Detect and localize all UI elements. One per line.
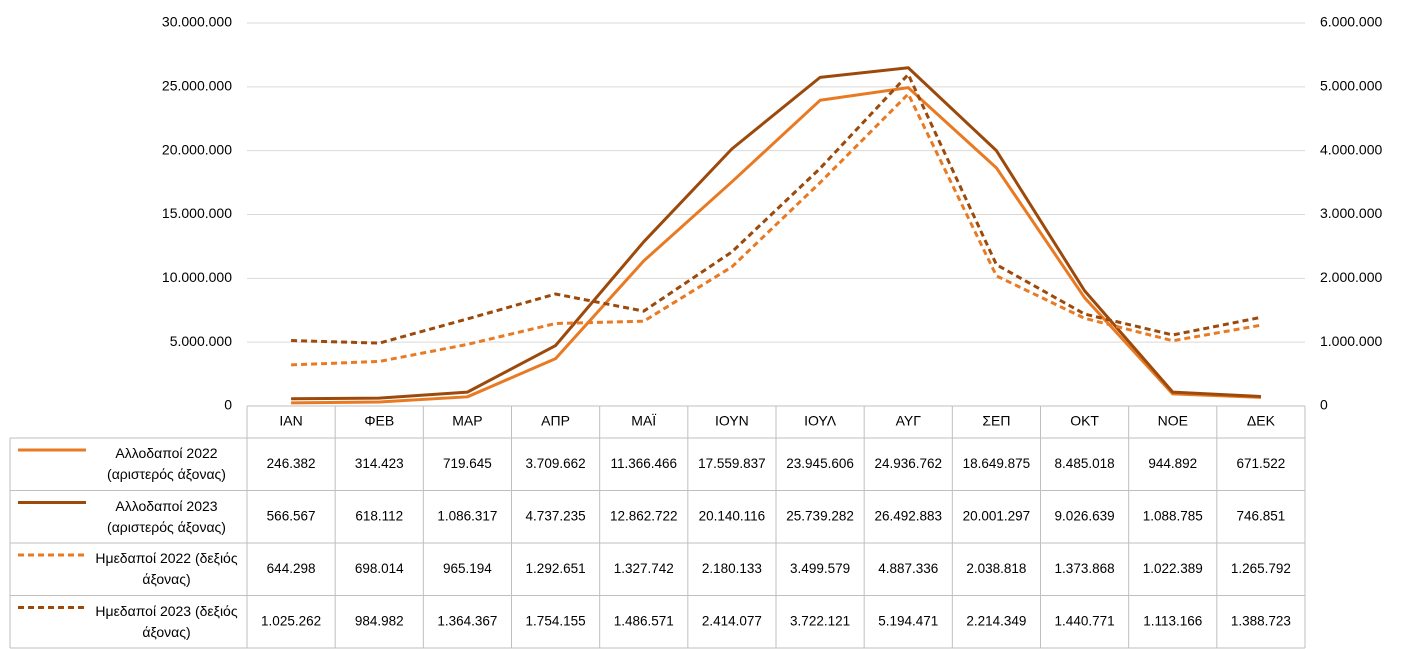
series-line xyxy=(291,72,1262,345)
table-value: 12.862.722 xyxy=(610,508,678,523)
x-tick-label: ΝΟΕ xyxy=(1158,413,1188,429)
table-value: 18.649.875 xyxy=(963,456,1031,471)
table-value: 965.194 xyxy=(443,561,492,576)
table-value: 2.038.818 xyxy=(966,561,1026,576)
legend-label-box: Ημεδαποί 2022 (δεξιός άξονας) xyxy=(95,550,238,588)
x-tick-label: ΜΑΡ xyxy=(452,413,482,429)
series-line xyxy=(291,86,1261,405)
series-line xyxy=(291,66,1261,401)
y2-tick-label: 2.000.000 xyxy=(1320,269,1382,285)
table-value: 2.214.349 xyxy=(966,613,1026,628)
table-value: 4.887.336 xyxy=(878,561,938,576)
table-value: 1.088.785 xyxy=(1143,508,1203,523)
table-value: 1.327.742 xyxy=(614,561,674,576)
table-value: 11.366.466 xyxy=(610,456,677,471)
y-tick-label: 25.000.000 xyxy=(162,78,232,94)
table-value: 2.180.133 xyxy=(702,561,762,576)
x-tick-label: ΙΑΝ xyxy=(279,413,302,429)
table-value: 246.382 xyxy=(267,456,316,471)
legend-label-box: Αλλοδαποί 2022 (αριστερός άξονας) xyxy=(107,445,226,483)
table-value: 698.014 xyxy=(355,561,404,576)
series-line xyxy=(291,92,1262,367)
y-tick-label: 10.000.000 xyxy=(162,269,232,285)
legend-label: Ημεδαποί 2022 (δεξιός άξονας) xyxy=(95,550,238,588)
y2-tick-label: 6.000.000 xyxy=(1320,14,1382,30)
table-value: 1.113.166 xyxy=(1143,613,1202,628)
table-value: 3.722.121 xyxy=(790,613,850,628)
table-value: 314.423 xyxy=(355,456,404,471)
x-tick-label: ΦΕΒ xyxy=(364,413,394,429)
legend-label-box: Αλλοδαποί 2023 (αριστερός άξονας) xyxy=(107,497,226,535)
table-value: 1.025.262 xyxy=(261,613,321,628)
y-tick-label: 15.000.000 xyxy=(162,205,232,221)
table-value: 2.414.077 xyxy=(702,613,762,628)
table-value: 1.086.317 xyxy=(437,508,497,523)
y-tick-label: 30.000.000 xyxy=(162,14,232,30)
x-tick-label: ΙΟΥΝ xyxy=(715,413,749,429)
table-value: 25.739.282 xyxy=(786,508,854,523)
table-value: 1.292.651 xyxy=(526,561,586,576)
table-value: 1.364.367 xyxy=(437,613,497,628)
y-tick-label: 0 xyxy=(224,397,232,413)
table-value: 3.709.662 xyxy=(526,456,586,471)
table-value: 3.499.579 xyxy=(790,561,850,576)
table-value: 26.492.883 xyxy=(874,508,942,523)
table-value: 23.945.606 xyxy=(786,456,854,471)
table-value: 1.440.771 xyxy=(1055,613,1115,628)
table-value: 1.486.571 xyxy=(614,613,674,628)
x-tick-label: ΜΑΪ xyxy=(631,413,656,429)
table-value: 20.140.116 xyxy=(699,508,766,523)
table-value: 984.982 xyxy=(355,613,404,628)
x-tick-label: ΑΠΡ xyxy=(541,413,570,429)
table-value: 4.737.235 xyxy=(526,508,586,523)
x-tick-label: ΑΥΓ xyxy=(896,413,922,429)
x-tick-label: ΟΚΤ xyxy=(1070,413,1099,429)
table-value: 5.194.471 xyxy=(878,613,938,628)
table-value: 1.265.792 xyxy=(1231,561,1291,576)
y2-tick-label: 4.000.000 xyxy=(1320,141,1382,157)
y-tick-label: 20.000.000 xyxy=(162,141,232,157)
table-value: 566.567 xyxy=(267,508,316,523)
table-value: 8.485.018 xyxy=(1055,456,1115,471)
table-value: 1.754.155 xyxy=(526,613,586,628)
table-value: 618.112 xyxy=(355,508,403,523)
table-value: 1.373.868 xyxy=(1055,561,1115,576)
table-value: 944.892 xyxy=(1148,456,1197,471)
y2-tick-label: 3.000.000 xyxy=(1320,205,1382,221)
y-tick-label: 5.000.000 xyxy=(170,333,232,349)
table-value: 719.645 xyxy=(443,456,492,471)
legend-label: Ημεδαποί 2023 (δεξιός άξονας) xyxy=(95,602,238,640)
table-value: 1.022.389 xyxy=(1143,561,1203,576)
table-value: 644.298 xyxy=(267,561,316,576)
legend-label: Αλλοδαποί 2022 (αριστερός άξονας) xyxy=(107,445,226,483)
table-value: 24.936.762 xyxy=(874,456,942,471)
legend-label-box: Ημεδαποί 2023 (δεξιός άξονας) xyxy=(95,602,238,640)
y2-tick-label: 5.000.000 xyxy=(1320,78,1382,94)
x-tick-label: ΣΕΠ xyxy=(982,413,1010,429)
table-value: 20.001.297 xyxy=(963,508,1031,523)
y2-tick-label: 1.000.000 xyxy=(1320,333,1382,349)
legend-label: Αλλοδαποί 2023 (αριστερός άξονας) xyxy=(107,497,226,535)
table-value: 746.851 xyxy=(1237,508,1286,523)
y2-tick-label: 0 xyxy=(1320,397,1328,413)
table-value: 9.026.639 xyxy=(1055,508,1115,523)
x-tick-label: ΙΟΥΛ xyxy=(804,413,837,429)
table-value: 17.559.837 xyxy=(698,456,766,471)
table-value: 671.522 xyxy=(1237,456,1286,471)
table-value: 1.388.723 xyxy=(1231,613,1291,628)
x-tick-label: ΔΕΚ xyxy=(1247,413,1276,429)
